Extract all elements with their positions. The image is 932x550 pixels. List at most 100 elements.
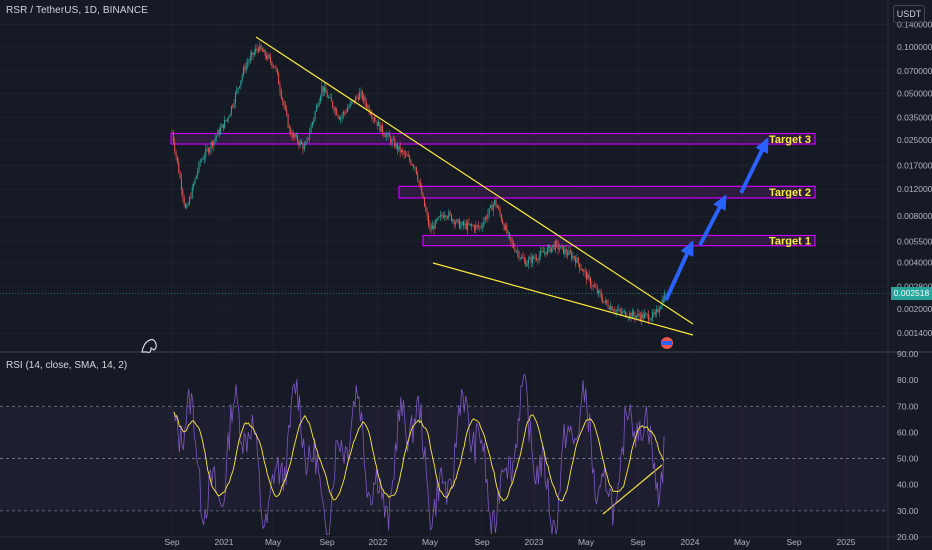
time-tick-label: 2023 bbox=[525, 537, 544, 547]
candle-body bbox=[228, 117, 230, 119]
candle-body bbox=[374, 118, 375, 121]
candle-body bbox=[576, 257, 578, 263]
candle-body bbox=[191, 186, 193, 199]
candle-body bbox=[502, 220, 504, 224]
candle-body bbox=[372, 117, 374, 119]
candle-body bbox=[540, 251, 542, 256]
candle-body bbox=[519, 258, 521, 259]
rsi-tick-label: 60.00 bbox=[897, 427, 919, 437]
candle-body bbox=[344, 111, 346, 113]
candle-body bbox=[571, 252, 573, 259]
rsi-title: RSI (14, close, SMA, 14, 2) bbox=[6, 360, 128, 371]
time-tick-label: 2022 bbox=[369, 537, 388, 547]
event-flag-icon bbox=[661, 337, 673, 349]
candle-body bbox=[657, 309, 659, 313]
candle-body bbox=[338, 116, 340, 120]
price-tick-label: 0.004000 bbox=[897, 258, 932, 268]
candle-body bbox=[553, 245, 555, 250]
candle-body bbox=[321, 86, 323, 96]
candle-body bbox=[631, 311, 633, 318]
candle-body bbox=[283, 101, 285, 107]
candle-body bbox=[229, 114, 231, 118]
candle-body bbox=[180, 178, 182, 190]
candle-body bbox=[261, 49, 263, 52]
candle-body bbox=[302, 143, 304, 150]
time-axis[interactable]: Sep 2021 May Sep 2022 May Sep 2023 May Sep 2024 May… bbox=[164, 537, 855, 547]
candle-body bbox=[426, 211, 428, 216]
candle-body bbox=[428, 215, 429, 225]
candle-body bbox=[645, 313, 647, 315]
candle-body bbox=[252, 52, 254, 55]
candle-body bbox=[476, 225, 478, 226]
candle-body bbox=[294, 133, 296, 137]
candle-body bbox=[545, 252, 547, 255]
candle-body bbox=[567, 253, 569, 256]
candle-body bbox=[284, 106, 286, 110]
candle-body bbox=[249, 56, 251, 62]
candle-body bbox=[251, 52, 253, 57]
candle-body bbox=[473, 225, 475, 230]
candle-body bbox=[383, 132, 385, 136]
candle-body bbox=[531, 256, 533, 263]
candle-body bbox=[410, 160, 412, 165]
candle-body bbox=[617, 309, 618, 311]
candle-body bbox=[479, 226, 481, 228]
candle-body bbox=[573, 256, 575, 259]
candle-body bbox=[310, 125, 312, 133]
candle-body bbox=[332, 101, 334, 108]
candle-body bbox=[511, 241, 513, 244]
candle-body bbox=[395, 143, 397, 148]
candle-body bbox=[606, 300, 608, 304]
candle-body bbox=[629, 312, 631, 318]
candle-body bbox=[418, 180, 420, 184]
time-tick-label: May bbox=[265, 537, 282, 547]
candle-body bbox=[510, 236, 512, 242]
candle-body bbox=[384, 135, 386, 138]
candle-body bbox=[467, 222, 469, 230]
candle-body bbox=[603, 301, 605, 303]
candle-body bbox=[625, 311, 627, 318]
candle-body bbox=[626, 317, 628, 318]
candle-body bbox=[434, 220, 436, 229]
lower-trendline bbox=[432, 262, 694, 336]
time-tick-label: 2021 bbox=[215, 537, 234, 547]
candle-body bbox=[287, 114, 289, 128]
candle-body bbox=[615, 309, 617, 312]
candle-body bbox=[313, 118, 315, 123]
candle-body bbox=[459, 219, 461, 229]
candle-body bbox=[523, 258, 525, 261]
candle-body bbox=[506, 225, 508, 233]
candle-body bbox=[577, 257, 579, 264]
candle-body bbox=[351, 101, 353, 103]
price-axis[interactable]: 0.140000 0.100000 0.070000 0.050000 0.035000… bbox=[897, 19, 932, 542]
candle-body bbox=[369, 112, 371, 115]
candle-body bbox=[275, 67, 277, 69]
candle-body bbox=[216, 135, 218, 138]
candle-body bbox=[187, 203, 189, 206]
candle-body bbox=[656, 309, 658, 313]
candle-body bbox=[364, 96, 366, 103]
candle-body bbox=[486, 217, 488, 219]
candle-body bbox=[399, 145, 401, 153]
candle-body bbox=[456, 219, 458, 223]
price-tick-label: 0.017000 bbox=[897, 161, 932, 171]
candle-body bbox=[340, 117, 342, 120]
price-tick-label: 0.100000 bbox=[897, 42, 932, 52]
candle-body bbox=[330, 96, 332, 102]
currency-button[interactable]: USDT bbox=[893, 5, 925, 23]
candlesticks bbox=[171, 41, 666, 326]
candle-body bbox=[222, 124, 224, 129]
candle-body bbox=[442, 215, 444, 218]
candle-body bbox=[630, 312, 632, 318]
chart-markers bbox=[141, 337, 673, 354]
candle-body bbox=[618, 309, 620, 311]
candle-body bbox=[388, 133, 390, 138]
candle-body bbox=[504, 225, 506, 230]
candle-body bbox=[495, 199, 497, 206]
candle-body bbox=[530, 257, 532, 263]
candle-body bbox=[286, 109, 288, 115]
candle-body bbox=[544, 252, 546, 253]
candle-body bbox=[583, 270, 585, 272]
